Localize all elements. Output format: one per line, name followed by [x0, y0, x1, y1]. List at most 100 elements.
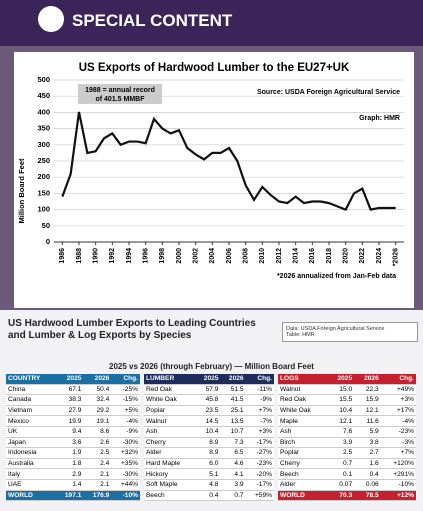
table: COUNTRY 2025 2026 Chg. China 67.1 50.4 -25% Cana… [6, 374, 140, 502]
table-cell: -10% [380, 479, 416, 491]
table-row: Alder 8.9 6.5 -27% [144, 447, 274, 459]
table-cell: +3% [380, 394, 416, 406]
annotation: 1988 = annual record [85, 87, 155, 94]
table-cell: 67.1 [55, 384, 84, 396]
table-cell: 1.4 [55, 479, 84, 491]
y-tick-label: 450 [37, 91, 50, 100]
table-cell: 15.9 [354, 394, 381, 406]
y-tick-label: 250 [37, 156, 50, 165]
table-cell: +3% [245, 426, 274, 438]
table-cell: 2026 [220, 374, 246, 385]
table-cell: 11.6 [354, 415, 381, 427]
table-cell: Cherry [144, 437, 196, 449]
table-cell: Chg. [111, 374, 140, 385]
table-cell: Chg. [380, 374, 416, 385]
table-row: Japan 3.6 2.6 -30% [6, 437, 140, 449]
table-row: WORLD 70.3 78.5 +12% [278, 490, 416, 502]
table-cell: WORLD [278, 490, 328, 502]
table-cell: 10.4 [327, 405, 355, 417]
table-cell: +7% [380, 447, 416, 459]
table-cell: 4.1 [220, 468, 246, 480]
table-cell: 2.1 [83, 479, 112, 491]
table-cell: 197.1 [55, 490, 84, 502]
table-cell: Japan [6, 437, 56, 449]
header: SPECIAL CONTENT [0, 0, 423, 46]
table-cell: -11% [245, 384, 274, 396]
table-cell: 0.4 [195, 490, 221, 502]
x-tick-label: 2014 [293, 248, 300, 264]
table-cell: 32.4 [83, 394, 112, 406]
table-cell: 4.6 [220, 458, 246, 470]
table-row: LOGS 2025 2026 Chg. [278, 374, 416, 385]
table-cell: 2025 [195, 374, 221, 385]
table-cell: 6.5 [220, 447, 246, 459]
table-row: Cherry 8.9 7.3 -17% [144, 437, 274, 449]
table-cell: Walnut [278, 384, 328, 396]
table-cell: Poplar [144, 405, 196, 417]
table-row: Italy 2.9 2.1 -30% [6, 468, 140, 480]
table-cell: Alder [144, 447, 196, 459]
table-cell: +35% [111, 458, 140, 470]
table-cell: -17% [245, 479, 274, 491]
table-row: Beech 0.4 0.7 +59% [144, 490, 274, 502]
source: Source: USDA Foreign Agricultural Servic… [257, 89, 400, 96]
table-cell: +59% [245, 490, 274, 502]
y-tick-label: 100 [37, 205, 50, 214]
table-cell: -25% [111, 384, 140, 396]
table-cell: +12% [380, 490, 416, 502]
table-row: White Oak 10.4 12.1 +17% [278, 405, 416, 417]
table-cell: -23% [380, 426, 416, 438]
table-row: Indonesia 1.9 2.5 +32% [6, 447, 140, 459]
x-tick-label: 1988 [76, 248, 83, 264]
table-cell: 50.4 [83, 384, 112, 396]
table-cell: Indonesia [6, 447, 56, 459]
y-tick-label: 350 [37, 124, 50, 133]
y-axis-label: Million Board Feet [17, 158, 26, 224]
table-cell: 5.1 [195, 468, 221, 480]
table-cell: Alder [278, 479, 328, 491]
table-cell: 13.5 [220, 415, 246, 427]
x-tick-label: 2012 [276, 248, 283, 264]
table-cell: 25.1 [220, 405, 246, 417]
table-row: Alder 0.07 0.06 -10% [278, 479, 416, 491]
table-cell: Beech [278, 468, 328, 480]
table-cell: 15.0 [327, 384, 355, 396]
table-cell: Soft Maple [144, 479, 196, 491]
table-row: UK 9.4 8.6 -9% [6, 426, 140, 438]
table-cell: Canada [6, 394, 56, 406]
table-row: Australia 1.8 2.4 +35% [6, 458, 140, 470]
table-cell: 29.2 [83, 405, 112, 417]
y-tick-label: 500 [37, 75, 50, 84]
table-row: Mexico 19.9 19.1 -4% [6, 415, 140, 427]
table-cell: Hickory [144, 468, 196, 480]
tables-section: US Hardwood Lumber Exports to Leading Co… [0, 310, 423, 511]
table-cell: China [6, 384, 56, 396]
table-cell: 2.5 [327, 447, 355, 459]
table-cell: 2025 [327, 374, 355, 385]
table-cell: 0.1 [327, 468, 355, 480]
y-tick-label: 150 [37, 188, 50, 197]
y-tick-label: 50 [42, 221, 50, 230]
x-tick-label: 2018 [326, 248, 333, 264]
table-cell: 23.5 [195, 405, 221, 417]
table-cell: Australia [6, 458, 56, 470]
table-cell: 19.1 [83, 415, 112, 427]
table-cell: 3.6 [55, 437, 84, 449]
table-cell: 6.0 [195, 458, 221, 470]
data-note: Data: USDA Foreign Agricultural Service … [282, 322, 418, 342]
y-tick-label: 300 [37, 140, 50, 149]
table-cell: 27.9 [55, 405, 84, 417]
x-tick-label: 1996 [143, 248, 150, 264]
table-row: Ash 7.6 5.9 -23% [278, 426, 416, 438]
table-cell: +32% [111, 447, 140, 459]
table-cell: 38.3 [55, 394, 84, 406]
x-tick-label: 1992 [109, 248, 116, 264]
table-cell: Ash [278, 426, 328, 438]
table-cell: 2.1 [83, 468, 112, 480]
table-cell: Ash [144, 426, 196, 438]
table-cell: +49% [380, 384, 416, 396]
table-cell: 10.7 [220, 426, 246, 438]
table-cell: 1.8 [55, 458, 84, 470]
table-cell: Chg. [245, 374, 274, 385]
